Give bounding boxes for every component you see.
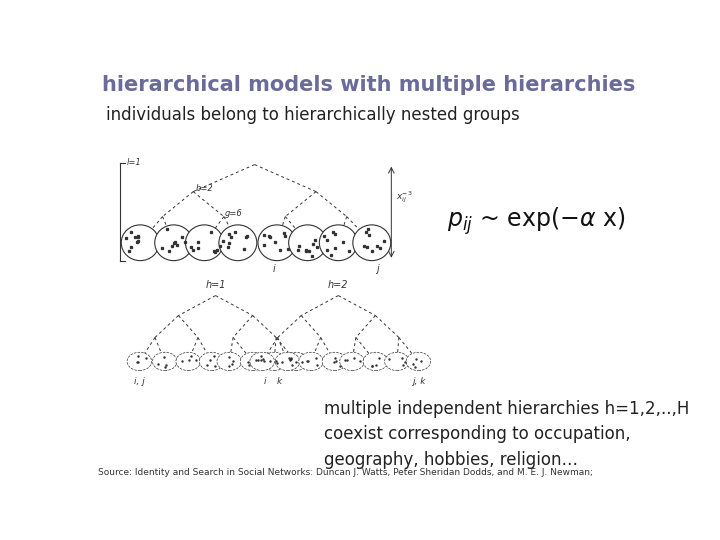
Ellipse shape bbox=[219, 225, 257, 261]
Text: l=1: l=1 bbox=[126, 158, 141, 167]
Ellipse shape bbox=[353, 225, 391, 261]
Ellipse shape bbox=[340, 352, 364, 370]
Text: multiple independent hierarchies h=1,2,..,H
coexist corresponding to occupation,: multiple independent hierarchies h=1,2,.… bbox=[324, 400, 690, 469]
Text: i: i bbox=[264, 377, 266, 386]
Ellipse shape bbox=[299, 352, 323, 370]
Text: individuals belong to hierarchically nested groups: individuals belong to hierarchically nes… bbox=[107, 106, 520, 124]
Ellipse shape bbox=[322, 352, 347, 370]
Ellipse shape bbox=[176, 352, 200, 370]
Ellipse shape bbox=[127, 352, 152, 370]
Ellipse shape bbox=[406, 352, 431, 370]
Text: j, k: j, k bbox=[412, 377, 425, 386]
Text: h=1: h=1 bbox=[205, 280, 226, 290]
Text: j: j bbox=[376, 264, 379, 274]
Ellipse shape bbox=[258, 225, 296, 261]
Ellipse shape bbox=[363, 352, 387, 370]
Text: k: k bbox=[277, 377, 282, 386]
Ellipse shape bbox=[240, 352, 265, 370]
Text: i: i bbox=[273, 264, 276, 274]
Text: i, j: i, j bbox=[134, 377, 145, 386]
Text: $p_{ij}$ ~ exp($-\alpha$ x): $p_{ij}$ ~ exp($-\alpha$ x) bbox=[447, 205, 626, 237]
Text: hierarchical models with multiple hierarchies: hierarchical models with multiple hierar… bbox=[102, 75, 636, 95]
Ellipse shape bbox=[121, 225, 159, 261]
Ellipse shape bbox=[384, 352, 409, 370]
Ellipse shape bbox=[275, 352, 300, 370]
Ellipse shape bbox=[250, 352, 274, 370]
Text: b=2: b=2 bbox=[196, 184, 214, 193]
Ellipse shape bbox=[199, 352, 224, 370]
Text: Source: Identity and Search in Social Networks: Duncan J. Watts, Peter Sheridan : Source: Identity and Search in Social Ne… bbox=[99, 468, 593, 477]
Ellipse shape bbox=[320, 225, 357, 261]
Ellipse shape bbox=[186, 225, 223, 261]
Text: h=2: h=2 bbox=[328, 280, 348, 290]
Ellipse shape bbox=[289, 225, 327, 261]
Ellipse shape bbox=[153, 352, 177, 370]
Text: $x_{ij}^{-3}$: $x_{ij}^{-3}$ bbox=[396, 190, 413, 205]
Ellipse shape bbox=[217, 352, 241, 370]
Ellipse shape bbox=[262, 352, 287, 370]
Ellipse shape bbox=[284, 352, 308, 370]
Ellipse shape bbox=[155, 225, 193, 261]
Text: g=6: g=6 bbox=[225, 209, 243, 218]
